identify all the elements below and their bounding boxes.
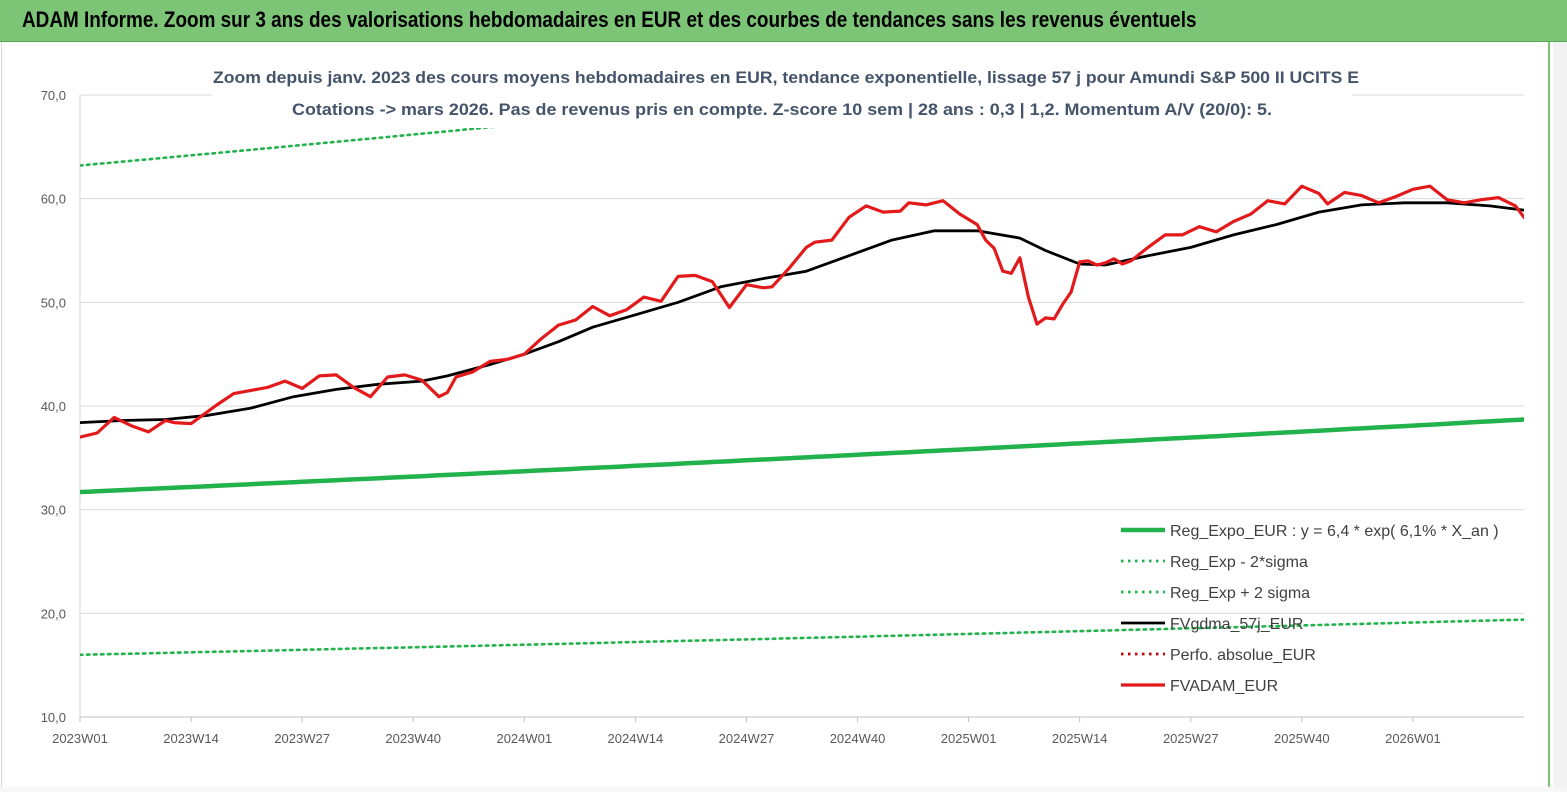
- legend-entry: FVgdma_57j_EUR: [1170, 616, 1303, 633]
- legend-entry: Perfo. absolue_EUR: [1170, 647, 1316, 664]
- chart-frame: [1, 42, 1550, 787]
- x-tick-label: 2025W14: [1052, 731, 1108, 746]
- legend-entry: Reg_Exp + 2 sigma: [1170, 585, 1310, 602]
- y-tick-label: 10,0: [41, 710, 66, 725]
- series-line-1: [80, 618, 1524, 657]
- legend-entry: Reg_Expo_EUR : y = 6,4 * exp( 6,1% * X_a…: [1170, 523, 1499, 540]
- series-line-0: [80, 417, 1524, 495]
- x-tick-label: 2023W27: [274, 731, 330, 746]
- report-title: ADAM Informe. Zoom sur 3 ans des valoris…: [22, 7, 1197, 32]
- bottom-margin-strip: [0, 787, 1567, 792]
- legend-entry: Reg_Exp - 2*sigma: [1170, 554, 1308, 571]
- x-tick-label: 2024W14: [608, 731, 664, 746]
- right-margin-strip: [1553, 42, 1567, 792]
- y-tick-label: 60,0: [41, 192, 66, 207]
- x-tick-label: 2023W01: [52, 731, 108, 746]
- chart-title-line-2: Cotations -> mars 2026. Pas de revenus p…: [292, 100, 1272, 119]
- x-tick-label: 2024W27: [719, 731, 775, 746]
- x-tick-label: 2024W40: [830, 731, 886, 746]
- series-line-2: [80, 94, 841, 167]
- y-tick-label: 50,0: [41, 295, 66, 310]
- report-banner: ADAM Informe. Zoom sur 3 ans des valoris…: [0, 0, 1567, 42]
- series-line-5: [80, 184, 1524, 439]
- x-tick-label: 2025W01: [941, 731, 997, 746]
- x-tick-label: 2025W40: [1274, 731, 1330, 746]
- x-tick-label: 2023W14: [163, 731, 219, 746]
- x-tick-label: 2025W27: [1163, 731, 1219, 746]
- y-tick-label: 40,0: [41, 399, 66, 414]
- x-tick-label: 2023W40: [385, 731, 441, 746]
- y-tick-label: 70,0: [41, 88, 66, 103]
- x-tick-label: 2024W01: [496, 731, 552, 746]
- legend-entry: FVADAM_EUR: [1170, 678, 1278, 695]
- series-line-3: [80, 201, 1524, 424]
- x-tick-label: 2026W01: [1385, 731, 1441, 746]
- y-tick-label: 30,0: [41, 503, 66, 518]
- chart-title-line-1: Zoom depuis janv. 2023 des cours moyens …: [213, 68, 1359, 87]
- chart-title-backing: [212, 62, 1352, 128]
- y-tick-label: 20,0: [41, 606, 66, 621]
